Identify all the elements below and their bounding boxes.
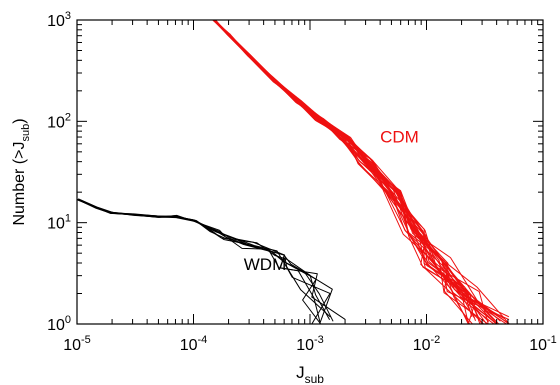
cdm-realization-line (214, 20, 469, 324)
cdm-realization-line (213, 20, 495, 323)
cdm-realization-line (213, 20, 501, 322)
y-axis-label-suffix: ) (11, 118, 28, 123)
axis-labels: Jsub Number (>Jsub) (11, 118, 324, 385)
cdm-realization-line (213, 20, 469, 324)
x-tick-label: 10-1 (529, 334, 557, 354)
x-tick-label-base: 10 (63, 337, 81, 354)
cdm-realization-line (213, 20, 471, 324)
plot-area (77, 20, 510, 324)
y-axis-label-prefix: Number (>J (11, 142, 28, 226)
x-tick-label: 10-3 (296, 334, 324, 354)
y-tick-label-base: 10 (47, 13, 65, 30)
plot-frame (76, 19, 544, 325)
x-axis-label-base: J (296, 363, 305, 382)
wdm-realization-line (77, 198, 334, 322)
x-tick-label: 10-5 (63, 334, 91, 354)
y-axis-label: Number (>Jsub) (11, 118, 32, 225)
x-tick-label: 10-4 (180, 334, 208, 354)
x-tick-label-exponent: -4 (198, 334, 208, 346)
wdm-realization-line (78, 198, 333, 324)
cdm-realization-line (214, 20, 485, 324)
cdm-realization-line (213, 20, 476, 321)
y-tick-label: 101 (47, 213, 71, 233)
x-tick-label-base: 10 (180, 337, 198, 354)
x-tick-label-exponent: -2 (431, 334, 441, 346)
y-tick-label: 103 (47, 10, 71, 30)
x-axis-label-sub: sub (305, 372, 325, 385)
wdm-realization-line (77, 198, 346, 320)
cdm-realization-line (214, 20, 474, 324)
x-tick-label: 10-2 (413, 334, 441, 354)
annotation-cdm: CDM (380, 127, 419, 146)
y-tick-label-exponent: 2 (65, 111, 71, 123)
wdm-realization-line (77, 199, 331, 321)
x-tick-label-base: 10 (296, 337, 314, 354)
x-tick-label-exponent: -5 (81, 334, 91, 346)
cdm-realization-line (213, 20, 480, 321)
y-tick-label-exponent: 0 (65, 314, 71, 326)
y-axis-label-sub: sub (20, 124, 32, 142)
y-tick-label-base: 10 (47, 216, 65, 233)
x-tick-label-exponent: -1 (547, 334, 557, 346)
y-tick-label-exponent: 1 (65, 213, 71, 225)
annotation-wdm: WDM (244, 255, 286, 274)
annotation-layer: CDM WDM (244, 127, 419, 274)
wdm-realization-line (77, 198, 331, 324)
cdm-realization-line (212, 20, 498, 324)
x-tick-label-base: 10 (413, 337, 431, 354)
y-tick-label-base: 10 (47, 317, 65, 334)
x-axis-label: Jsub (296, 363, 324, 385)
y-tick-label-exponent: 3 (65, 10, 71, 22)
wdm-realization-line (77, 198, 331, 318)
y-tick-label: 102 (47, 111, 71, 131)
cdm-realization-line (214, 20, 481, 324)
y-tick-label-base: 10 (47, 114, 65, 131)
series-layer (77, 20, 510, 324)
x-tick-label-exponent: -3 (314, 334, 324, 346)
y-tick-label: 100 (47, 314, 71, 334)
x-tick-label-base: 10 (529, 337, 547, 354)
